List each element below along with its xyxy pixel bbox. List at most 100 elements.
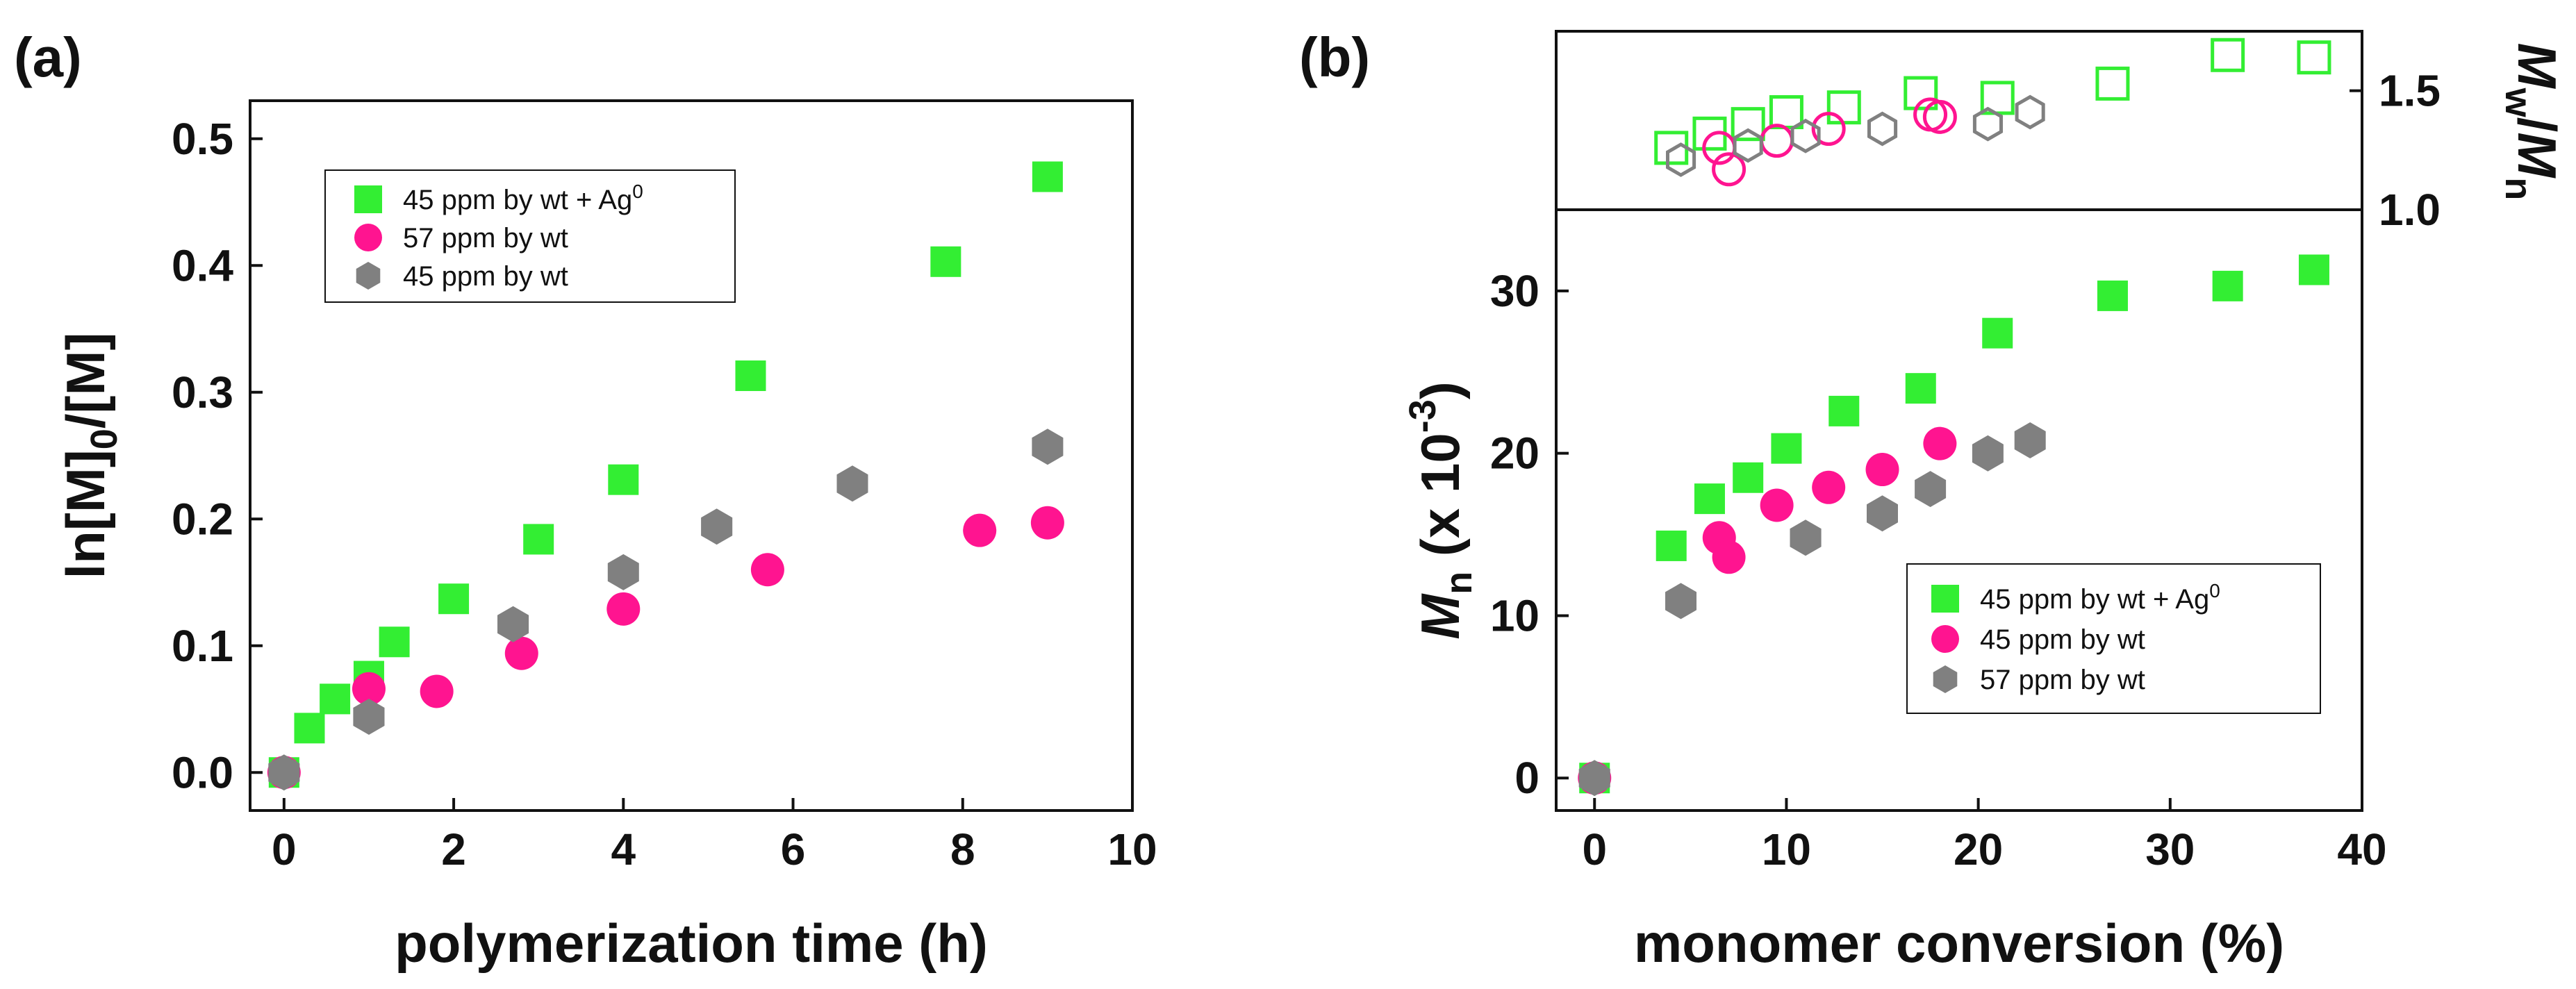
panel-a-point [294,713,325,744]
panel-b-bottom-frame [1555,208,2363,812]
panel-b-top-series-0 [1654,38,2331,165]
panel-a-y-tick-label: 0.2 [172,494,233,544]
panel-b-top-frame [1555,30,2363,211]
panel-a-x-tick-label: 0 [272,824,297,874]
panel-a-x-tick-label: 2 [441,824,466,874]
panel-b-legend-marker [1933,665,1958,693]
panel-b-label: (b) [1299,26,1370,88]
panel-b-x-axis-label: monomer conversion (%) [1634,913,2284,974]
panel-b-top-y-label-sub1: w [2497,88,2539,118]
panel-a-legend: 45 ppm by wt + Ag0 57 ppm by wt 45 ppm by … [324,169,736,303]
panel-b-bottom-y-tick-label: 0 [1514,753,1539,803]
panel-a-y-tick-label: 0.5 [172,114,233,164]
panel-b-top-y-axis-label: Mw/Mn [2497,43,2568,201]
panel-a-y-label-main: ln[M] [55,449,116,579]
panel-a-point [750,553,784,587]
panel-b-top-marks [1654,38,2331,187]
panel-b-bottom-point [1923,426,1957,460]
panel-b-top-point [2211,38,2245,72]
panel-a-point [836,465,868,502]
panel-a-point [607,554,639,590]
panel-b-top-point [1790,118,1821,153]
panel-b-top-point [1666,142,1696,177]
panel-b-ticks: 0 10 20 30 40 0 10 20 30 1.0 1.5 [1490,66,2441,874]
panel-a-point [523,524,554,555]
panel-b-bottom-y-label-close: ) [1410,381,1471,399]
panel-b-legend-label: 45 ppm by wt [1980,624,2145,655]
panel-b-bottom-point [1733,462,1764,493]
panel-b-bottom-point [1982,317,2013,349]
panel-b-top-y-label-m2: M [2507,132,2568,178]
panel-a-legend-box [324,169,736,303]
panel-a-point [606,592,641,626]
panel-a-point [497,606,529,642]
panel-a-point [1032,429,1064,465]
panel-a-plot-frame [249,99,1134,812]
panel-b-top-y-label-m1: M [2507,43,2568,90]
panel-b-bottom-point [1771,433,1802,464]
panel-b-legend-label: 57 ppm by wt [1980,665,2145,695]
panel-b-legend-label: 45 ppm by wt + Ag0 [1980,580,2220,615]
panel-a-point [438,583,470,615]
panel-a-point [735,360,766,392]
panel-b-bottom-y-label-rest: (x 10 [1410,433,1471,571]
panel-b-top-point [1922,99,1957,134]
panel-b-top-point [2015,94,2045,130]
panel-b: (b) 0 10 20 30 40 0 10 20 30 1.0 1.5 monomer conve… [1299,26,2568,974]
panel-a-y-label-sub: 0 [83,429,125,449]
panel-b-bottom-series-1 [1578,426,1957,795]
panel-b-x-tick-label: 40 [2337,824,2386,874]
panel-b-top-series-2 [1666,94,2045,177]
panel-b-bottom-y-tick-label: 10 [1490,590,1539,640]
panel-a-legend-marker [354,185,382,213]
panel-a-y-axis-label: ln[M]0/[M] [55,333,125,579]
panel-b-top-y-label-sub2: n [2497,177,2539,200]
panel-b-legend-items: 45 ppm by wt + Ag0 45 ppm by wt 57 ppm by … [1931,580,2220,695]
panel-b-bottom-point [1867,495,1898,532]
panel-b-top-point [1731,107,1765,142]
panel-a-point [930,246,961,277]
panel-b-top-point [2095,66,2130,101]
panel-b-top-point [1867,111,1898,147]
panel-a-x-tick-label: 8 [950,824,975,874]
panel-a-y-tick-label: 0.0 [172,747,233,797]
panel-b-bottom-point [1760,488,1794,522]
panel-a-legend-marker [356,262,381,290]
panel-a-legend-label: 45 ppm by wt + Ag0 [403,181,643,215]
panel-a-y-tick-label: 0.3 [172,367,233,417]
panel-a-legend-label: 57 ppm by wt [403,223,568,254]
panel-b-bottom-point [1812,470,1846,504]
panel-a-legend-marker [354,224,382,251]
panel-b-legend-marker [1931,585,1959,613]
panel-b-bottom-point [1656,530,1687,561]
panel-a-point [379,626,410,658]
panel-a-point [1032,161,1063,192]
panel-b-bottom-point [1578,760,1610,797]
panel-b-legend-marker [1931,625,1959,653]
panel-b-top-point [1972,106,2003,142]
panel-a-label: (a) [14,26,82,88]
panel-b-top-point [1760,124,1794,158]
panel-b-bottom-point [1712,540,1746,574]
panel-b-bottom-point [1665,583,1696,620]
panel-b-top-point [1712,152,1747,187]
panel-a-point [1030,506,1064,540]
panel-a-point [701,508,733,545]
panel-b-x-tick-label: 10 [1762,824,1811,874]
panel-b-top-point [1826,90,1861,125]
panel-b-top-point [1904,76,1938,110]
panel-b-bottom-y-axis-label: Mn (x 10-3) [1402,381,1480,639]
panel-a-x-tick-label: 4 [611,824,636,874]
panel-b-bottom-point [1905,373,1936,404]
panel-b-top-point [1733,128,1763,163]
panel-a-point [963,513,997,547]
panel-a-point [320,683,351,715]
panel-b-x-tick-label: 30 [2145,824,2195,874]
panel-a-ticks: 0 2 4 6 8 10 0.0 0.1 0.2 0.3 0.4 0.5 [172,114,1157,874]
panel-b-bottom-y-tick-label: 30 [1490,266,1539,316]
panel-a: (a) 0 2 4 6 8 10 0.0 0.1 0.2 0.3 0.4 0.5 polymeriza… [14,26,1157,974]
panel-b-bottom-point [1828,395,1860,426]
panel-b-bottom-y-tick-label: 20 [1490,429,1539,479]
panel-a-point [352,672,386,706]
